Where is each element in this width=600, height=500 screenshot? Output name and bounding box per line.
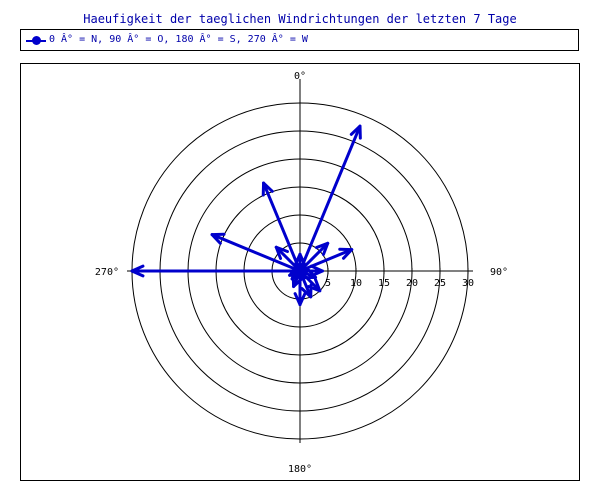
radial-tick-label-5: 5 — [325, 278, 331, 289]
legend-dot — [32, 36, 41, 45]
direction-label-north: 0° — [294, 71, 306, 82]
wind-arrowhead-7 — [300, 283, 313, 299]
wind-arrowhead-15 — [261, 181, 274, 197]
radial-tick-label-20: 20 — [406, 278, 418, 289]
radial-tick-label-25: 25 — [434, 278, 446, 289]
legend-label: 0 Â° = N, 90 Â° = O, 180 Â° = S, 270 Â° … — [49, 34, 308, 45]
wind-arrowhead-4 — [309, 264, 324, 278]
wind-vector-14 — [274, 245, 302, 273]
wind-arrowhead-13 — [210, 232, 226, 245]
plot-area: 5 10 15 20 25 30 0° 180° 270° 90° — [20, 63, 580, 481]
wind-arrowhead-12 — [130, 264, 145, 278]
wind-arrowhead-1 — [349, 124, 362, 140]
legend: 0 Â° = N, 90 Â° = O, 180 Â° = S, 270 Â° … — [20, 29, 579, 51]
wind-arrowhead-3 — [338, 247, 354, 260]
radial-tick-label-15: 15 — [378, 278, 390, 289]
direction-label-east: 90° — [490, 267, 508, 278]
wind-arrowhead-14 — [274, 245, 289, 260]
wind-vector-3 — [298, 248, 354, 273]
wind-arrowhead-8 — [293, 292, 307, 307]
direction-label-west: 270° — [95, 267, 119, 278]
radial-tick-label-30: 30 — [462, 278, 474, 289]
wind-vector-13 — [210, 233, 302, 273]
wind-vector-2 — [298, 241, 330, 273]
wind-arrowhead-2 — [315, 241, 330, 256]
radial-tick-label-10: 10 — [350, 278, 362, 289]
chart-title: Haeufigkeit der taeglichen Windrichtunge… — [83, 12, 517, 26]
legend-marker — [26, 36, 46, 45]
direction-label-south: 180° — [288, 464, 312, 475]
wind-vector-15 — [262, 181, 302, 273]
polar-chart: 5 10 15 20 25 30 0° 180° 270° 90° — [95, 71, 508, 475]
wind-vector-1 — [298, 124, 362, 273]
